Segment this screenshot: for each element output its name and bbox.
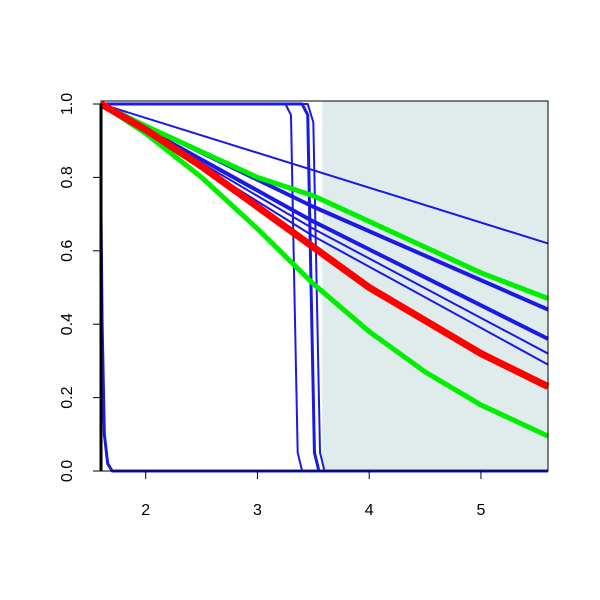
x-tick-label: 5 bbox=[476, 502, 485, 519]
y-tick-label: 0.4 bbox=[59, 313, 76, 335]
line-series bbox=[99, 101, 550, 439]
x-tick-label: 3 bbox=[253, 502, 262, 519]
y-tick-label: 0.8 bbox=[59, 166, 76, 188]
y-tick-label: 0.2 bbox=[59, 386, 76, 408]
line-series bbox=[99, 100, 550, 390]
y-tick-label: 0.0 bbox=[59, 460, 76, 482]
x-tick-label: 4 bbox=[365, 502, 374, 519]
line-series bbox=[100, 103, 549, 245]
x-tick-label: 2 bbox=[141, 502, 150, 519]
y-tick-label: 1.0 bbox=[59, 93, 76, 115]
line-series bbox=[99, 101, 549, 301]
y-tick-label: 0.6 bbox=[59, 240, 76, 262]
